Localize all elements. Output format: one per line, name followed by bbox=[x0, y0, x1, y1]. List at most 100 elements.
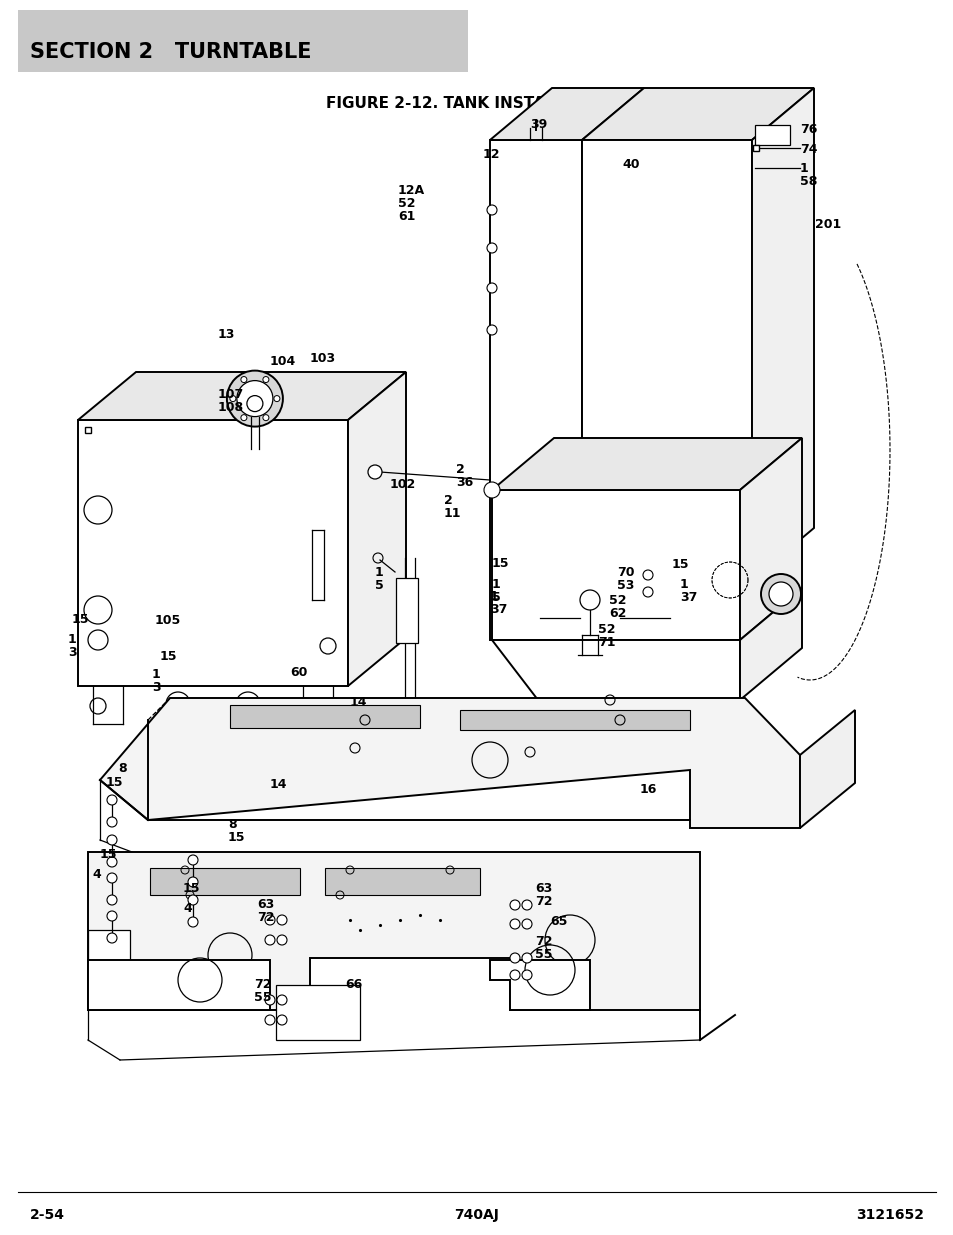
Polygon shape bbox=[490, 88, 643, 140]
Text: 62: 62 bbox=[608, 606, 626, 620]
Polygon shape bbox=[78, 420, 348, 685]
Bar bbox=[18, 10, 468, 72]
Circle shape bbox=[486, 205, 497, 215]
Polygon shape bbox=[581, 88, 813, 140]
Text: 72: 72 bbox=[256, 911, 274, 924]
Text: 108: 108 bbox=[218, 401, 244, 414]
Polygon shape bbox=[492, 490, 740, 640]
Text: 102: 102 bbox=[390, 478, 416, 492]
Text: 3: 3 bbox=[68, 646, 76, 659]
Text: 15: 15 bbox=[183, 882, 200, 895]
Circle shape bbox=[265, 995, 274, 1005]
Text: 1: 1 bbox=[68, 634, 76, 646]
Polygon shape bbox=[348, 372, 406, 685]
Circle shape bbox=[107, 911, 117, 921]
Text: 52: 52 bbox=[598, 622, 615, 636]
Text: 74: 74 bbox=[800, 143, 817, 156]
Text: 14: 14 bbox=[270, 778, 287, 790]
Text: 740AJ: 740AJ bbox=[454, 1208, 499, 1221]
Text: 40: 40 bbox=[621, 158, 639, 170]
Text: 8: 8 bbox=[118, 762, 127, 776]
Polygon shape bbox=[275, 986, 359, 1040]
Polygon shape bbox=[800, 710, 854, 827]
Circle shape bbox=[247, 395, 263, 411]
Circle shape bbox=[483, 482, 499, 498]
Text: 1: 1 bbox=[375, 566, 383, 579]
Polygon shape bbox=[78, 372, 406, 420]
Circle shape bbox=[265, 1015, 274, 1025]
Text: 76: 76 bbox=[800, 124, 817, 136]
Circle shape bbox=[188, 855, 198, 864]
Text: 14: 14 bbox=[350, 697, 367, 709]
Text: 3: 3 bbox=[152, 680, 160, 694]
Circle shape bbox=[263, 415, 269, 421]
Circle shape bbox=[188, 895, 198, 905]
Text: 15: 15 bbox=[100, 848, 117, 861]
Circle shape bbox=[486, 283, 497, 293]
Polygon shape bbox=[490, 140, 581, 640]
Text: 70: 70 bbox=[617, 566, 634, 579]
Circle shape bbox=[241, 377, 247, 383]
Polygon shape bbox=[88, 930, 130, 981]
Circle shape bbox=[521, 900, 532, 910]
Text: 13: 13 bbox=[218, 329, 235, 341]
Text: 72: 72 bbox=[253, 978, 272, 990]
Text: 66: 66 bbox=[345, 978, 362, 990]
Polygon shape bbox=[100, 698, 800, 827]
Text: 11: 11 bbox=[443, 508, 461, 520]
Polygon shape bbox=[88, 960, 270, 1010]
Text: 16: 16 bbox=[639, 783, 657, 797]
Polygon shape bbox=[88, 852, 700, 1010]
Text: 15: 15 bbox=[671, 558, 689, 571]
Circle shape bbox=[368, 466, 381, 479]
Circle shape bbox=[486, 243, 497, 253]
Text: 201: 201 bbox=[814, 219, 841, 231]
Text: 1: 1 bbox=[490, 590, 498, 603]
Text: 52: 52 bbox=[608, 594, 626, 606]
Text: 61: 61 bbox=[397, 210, 415, 224]
Circle shape bbox=[276, 915, 287, 925]
Text: 53: 53 bbox=[617, 579, 634, 592]
Text: 5: 5 bbox=[492, 592, 500, 604]
Text: 2: 2 bbox=[456, 463, 464, 475]
Circle shape bbox=[768, 582, 792, 606]
Polygon shape bbox=[751, 88, 813, 580]
Polygon shape bbox=[492, 640, 740, 700]
Bar bbox=[395, 578, 417, 643]
Circle shape bbox=[107, 857, 117, 867]
Circle shape bbox=[265, 915, 274, 925]
Polygon shape bbox=[230, 705, 419, 727]
Text: 71: 71 bbox=[598, 636, 615, 650]
Text: 104: 104 bbox=[270, 354, 296, 368]
Text: 36: 36 bbox=[456, 475, 473, 489]
Text: 55: 55 bbox=[253, 990, 272, 1004]
Text: 15: 15 bbox=[160, 650, 177, 663]
Polygon shape bbox=[325, 868, 479, 895]
Text: 107: 107 bbox=[218, 388, 244, 401]
Circle shape bbox=[510, 969, 519, 981]
Circle shape bbox=[236, 380, 273, 416]
Circle shape bbox=[107, 873, 117, 883]
Text: 72: 72 bbox=[535, 895, 552, 908]
Circle shape bbox=[263, 377, 269, 383]
Text: 1: 1 bbox=[679, 578, 688, 592]
Circle shape bbox=[274, 395, 279, 401]
Circle shape bbox=[510, 919, 519, 929]
Text: 12: 12 bbox=[482, 148, 500, 161]
Polygon shape bbox=[740, 438, 801, 640]
Text: 55: 55 bbox=[535, 948, 552, 961]
Text: 37: 37 bbox=[490, 603, 507, 616]
Text: 39: 39 bbox=[530, 119, 547, 131]
Circle shape bbox=[276, 1015, 287, 1025]
Circle shape bbox=[760, 574, 801, 614]
Circle shape bbox=[188, 877, 198, 887]
Polygon shape bbox=[740, 588, 801, 700]
Text: 60: 60 bbox=[290, 666, 307, 679]
Circle shape bbox=[107, 895, 117, 905]
Text: 105: 105 bbox=[154, 614, 181, 627]
Text: 63: 63 bbox=[256, 898, 274, 911]
Circle shape bbox=[107, 795, 117, 805]
Text: 5: 5 bbox=[375, 579, 383, 592]
Text: 4: 4 bbox=[91, 868, 101, 881]
Text: 58: 58 bbox=[800, 175, 817, 188]
